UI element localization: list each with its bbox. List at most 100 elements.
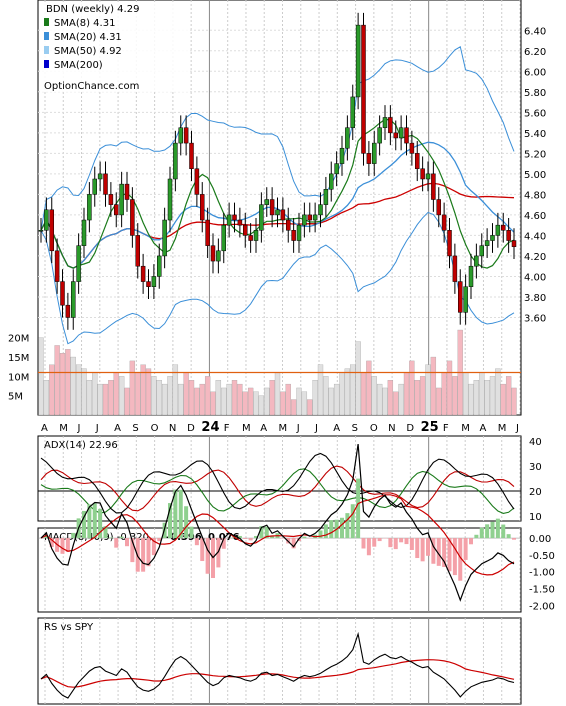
chart-title: BDN (weekly) 4.29 — [46, 4, 139, 15]
candle-body — [205, 219, 210, 246]
candle-body — [97, 173, 103, 180]
macd-label: MACD(8,40,9) -0.320, — [44, 532, 152, 543]
candle-body — [114, 204, 119, 216]
volume-bar — [366, 360, 372, 416]
volume-bar — [344, 368, 351, 416]
volume-bar — [441, 372, 447, 416]
volume-bar — [505, 376, 512, 416]
macd-hist-bar — [318, 530, 323, 539]
candle-body — [350, 96, 355, 128]
candle-body — [468, 265, 474, 287]
x-tick-label: S — [132, 423, 138, 434]
adx-axis-label: 30 — [529, 462, 542, 473]
macd-hist-bar — [469, 538, 473, 545]
volume-bar — [323, 376, 329, 416]
volume-axis-label: 10M — [8, 372, 29, 383]
volume-bar — [307, 399, 313, 416]
candle-body — [87, 194, 92, 221]
volume-bar — [145, 368, 152, 416]
candle-body — [420, 168, 425, 180]
macd-hist-bar — [377, 538, 382, 542]
macd-hist-bar — [452, 538, 457, 576]
price-axis-label: 4.40 — [524, 231, 546, 242]
candle-body — [54, 250, 60, 282]
volume-bar — [382, 387, 388, 416]
volume-bar — [376, 383, 383, 416]
macd-axis-label: -0.50 — [529, 551, 555, 562]
candle-body — [264, 199, 269, 205]
candle-body — [178, 127, 183, 144]
candle-body — [183, 127, 189, 144]
candle-body — [226, 214, 232, 226]
volume-bar — [425, 364, 431, 416]
candle-body — [339, 147, 345, 164]
volume-bar — [339, 372, 345, 416]
macd-hist-bar — [409, 538, 414, 550]
macd-hist-bar — [291, 538, 296, 549]
macd-hist-bar — [350, 504, 355, 539]
candle-body — [291, 230, 296, 241]
macd-hist-bar — [98, 508, 103, 539]
macd-axis-label: -1.50 — [529, 584, 555, 595]
volume-bar — [70, 356, 76, 416]
volume-bar — [59, 353, 66, 416]
macd-hist-bar — [264, 526, 269, 539]
adx-panel-frame — [37, 435, 522, 522]
candle-body — [495, 224, 501, 236]
macd-hist-bar — [194, 538, 199, 546]
x-tick-label: 25 — [421, 420, 439, 435]
x-tick-label: J — [77, 423, 81, 434]
macd-axis-label: 0.00 — [529, 534, 551, 545]
volume-bar — [280, 391, 286, 416]
candle-body — [119, 183, 124, 216]
volume-bar — [285, 383, 291, 416]
volume-bar — [403, 372, 410, 416]
volume-bar — [473, 380, 480, 416]
candle-body — [463, 286, 468, 313]
candle-body — [151, 276, 157, 287]
candle-body — [210, 245, 216, 262]
candle-body — [312, 214, 318, 221]
volume-bar — [124, 387, 130, 416]
volume-bar — [333, 383, 340, 416]
legend-swatch — [44, 32, 49, 40]
x-tick-label: O — [370, 423, 378, 434]
volume-bar — [113, 372, 119, 416]
candle-body — [511, 240, 517, 247]
volume-bar — [215, 380, 222, 416]
candle-body — [140, 265, 146, 282]
x-tick-label: 24 — [201, 420, 219, 435]
price-axis-label: 4.00 — [524, 272, 546, 283]
adx-line — [40, 452, 515, 514]
volume-bar — [161, 383, 168, 416]
price-axis-label: 4.20 — [524, 252, 546, 263]
volume-bar — [495, 368, 501, 416]
macd-line — [40, 444, 515, 602]
macd-hist-bar — [130, 538, 135, 563]
macd-hist-bar — [479, 527, 484, 539]
candle-body — [189, 142, 194, 169]
volume-bar — [296, 387, 302, 416]
macd-hist-bar — [157, 538, 162, 542]
candle-body — [108, 194, 114, 205]
candle-body — [372, 142, 377, 164]
macd-hist-bar — [243, 538, 248, 539]
candle-body — [269, 199, 275, 216]
macd-hist-bar — [259, 526, 264, 539]
candle-body — [146, 281, 151, 287]
volume-bar — [398, 383, 404, 416]
x-tick-label: A — [333, 423, 340, 434]
candle-body — [243, 224, 248, 236]
volume-bar — [75, 364, 82, 416]
candle-body — [162, 219, 167, 257]
volume-bar — [430, 356, 437, 416]
volume-bar — [221, 387, 227, 416]
price-axis-label: 4.80 — [524, 190, 546, 201]
macd-hist-bar — [485, 524, 490, 539]
macd-hist-bar — [372, 538, 377, 547]
legend-entry: SMA(200) — [54, 60, 103, 71]
volume-bar — [290, 399, 297, 416]
price-axis-label: 5.40 — [524, 129, 546, 140]
volume-bar — [226, 383, 232, 416]
candle-body — [200, 194, 205, 221]
